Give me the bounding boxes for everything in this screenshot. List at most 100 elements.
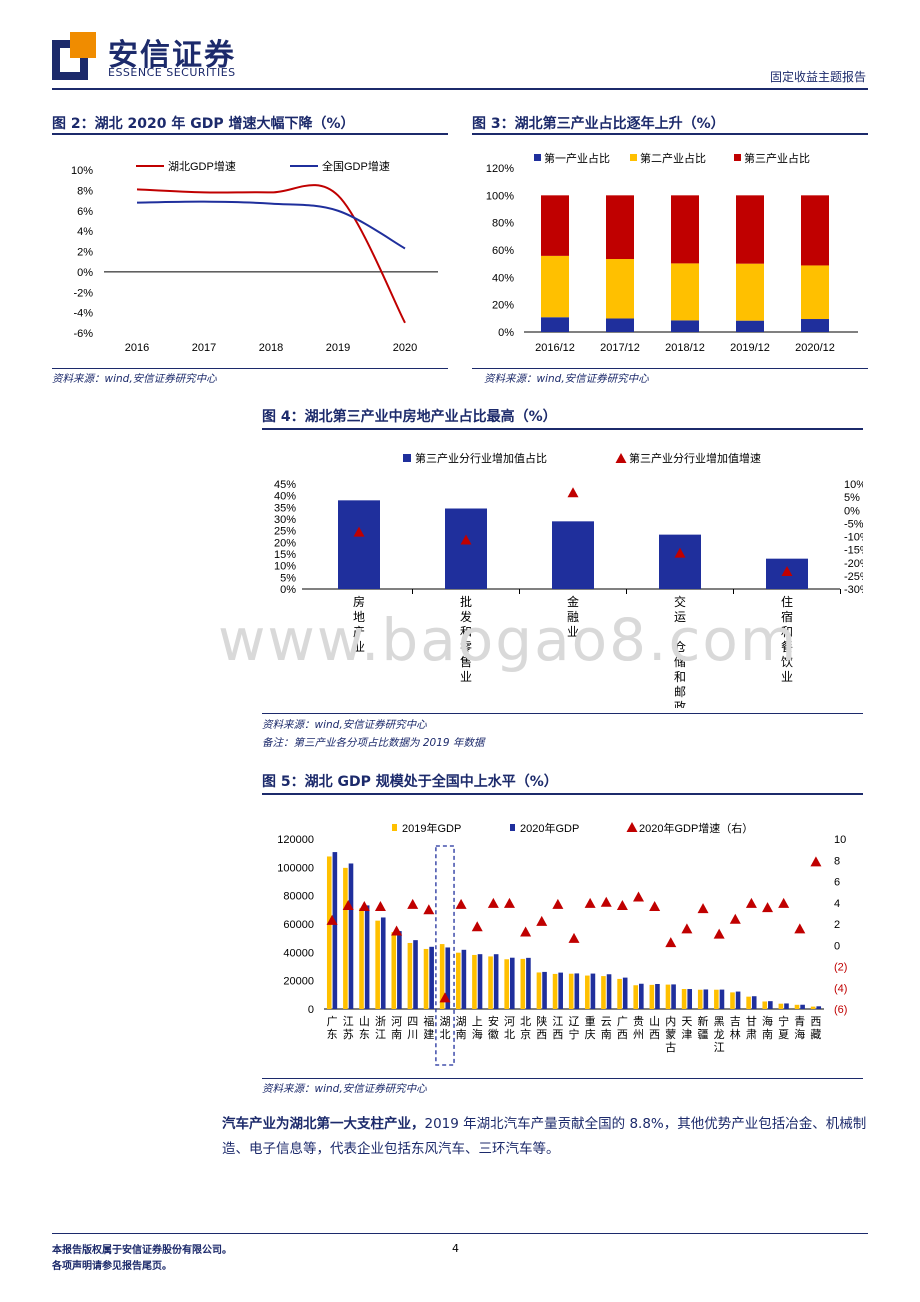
fig5-category-char: 安 bbox=[488, 1014, 499, 1028]
fig5-growth-marker bbox=[503, 897, 515, 908]
fig5-bar-2019 bbox=[375, 920, 380, 1009]
fig4-category-char: 饮 bbox=[781, 655, 793, 669]
fig5-category-char: 黑 bbox=[714, 1015, 725, 1028]
fig3-bar-segment bbox=[736, 320, 764, 332]
fig5-category-char: 青 bbox=[794, 1015, 805, 1028]
fig4-category-char: 业 bbox=[781, 670, 793, 684]
fig4-source-rule bbox=[262, 713, 863, 714]
fig4-legend-label: 第三产业分行业增加值占比 bbox=[415, 451, 547, 465]
fig5-bar-2020 bbox=[348, 863, 354, 1009]
fig5-category-char: 南 bbox=[456, 1028, 467, 1041]
fig2-ytick-label: 8% bbox=[77, 185, 93, 197]
fig5-legend-swatch-marker bbox=[626, 822, 638, 832]
fig5-category-char: 宁 bbox=[778, 1014, 789, 1028]
fig4-legend-label: 第三产业分行业增加值增速 bbox=[629, 451, 761, 465]
fig5-category-char: 吉 bbox=[730, 1015, 741, 1028]
fig2-ytick-label: -4% bbox=[73, 308, 93, 320]
fig5-left-tick-label: 40000 bbox=[283, 947, 314, 959]
fig4-category-char: 房 bbox=[353, 594, 365, 609]
fig4-category-char: 零 bbox=[460, 640, 472, 654]
fig4-note: 备注：第三产业各分项占比数据为 2019 年数据 bbox=[262, 737, 485, 749]
fig5-bar-2020 bbox=[380, 917, 386, 1009]
fig5-growth-marker bbox=[681, 923, 693, 934]
fig2-source: 资料来源：wind,安信证券研究中心 bbox=[52, 373, 217, 385]
fig5-category-char: 新 bbox=[698, 1014, 709, 1028]
fig5-growth-marker bbox=[745, 897, 757, 908]
fig2-line-chart: 10% 8% 6% 4% 2% 0% -2% -4% -6% 2016 2017 2018 2019 20… bbox=[71, 159, 438, 354]
fig5-category-char: 广 bbox=[327, 1015, 338, 1028]
fig5-growth-marker bbox=[568, 932, 580, 943]
fig5-right-tick-label: 4 bbox=[834, 898, 840, 910]
fig5-category-char: 山 bbox=[359, 1015, 370, 1028]
fig3-bar-segment bbox=[541, 255, 569, 318]
fig5-growth-marker bbox=[487, 897, 499, 908]
fig5-category-char: 宁 bbox=[569, 1027, 580, 1041]
fig5-category-char: 河 bbox=[391, 1015, 402, 1028]
fig2-legend-label: 全国GDP增速 bbox=[322, 159, 390, 173]
fig4-source: 资料来源：wind,安信证券研究中心 bbox=[262, 719, 427, 731]
fig4-bar bbox=[659, 534, 701, 589]
fig5-category-char: 建 bbox=[423, 1027, 434, 1041]
fig5-title-rule bbox=[262, 793, 863, 795]
fig4-legend-swatch-marker bbox=[615, 453, 627, 463]
fig5-category-char: 广 bbox=[617, 1015, 628, 1028]
fig4-left-tick-label: 45% bbox=[274, 479, 296, 491]
fig5-bar-2019 bbox=[439, 944, 445, 1009]
fig4-title-rule bbox=[262, 428, 863, 430]
fig4-right-tick-label: 5% bbox=[844, 492, 860, 504]
fig5-category-char: 京 bbox=[520, 1027, 531, 1041]
fig4-left-tick-label: 25% bbox=[274, 526, 296, 538]
fig5-bar-2020 bbox=[493, 954, 499, 1009]
footer-copyright: 本报告版权属于安信证券股份有限公司。 bbox=[52, 1245, 232, 1256]
fig5-category-char: 龙 bbox=[714, 1028, 725, 1041]
fig5-source: 资料来源：wind,安信证券研究中心 bbox=[262, 1083, 427, 1095]
fig5-category-char: 重 bbox=[585, 1014, 596, 1028]
fig5-growth-marker bbox=[810, 856, 822, 867]
fig5-bar-2020 bbox=[751, 996, 757, 1009]
fig5-bar-2020 bbox=[526, 957, 531, 1009]
fig4-category-char: 地 bbox=[353, 610, 365, 624]
fig5-bar-2020 bbox=[461, 949, 467, 1009]
fig5-category-char: 内 bbox=[665, 1014, 676, 1028]
fig4-left-tick-label: 35% bbox=[274, 502, 296, 514]
fig4-category-char: 交 bbox=[674, 594, 686, 609]
fig5-source-rule bbox=[262, 1078, 863, 1079]
fig5-category-char: 陕 bbox=[536, 1014, 547, 1028]
fig5-category-char: 湖 bbox=[456, 1015, 467, 1028]
fig5-category-char: 东 bbox=[327, 1028, 338, 1041]
fig2-ytick-label: 2% bbox=[77, 247, 93, 259]
fig3-source-rule bbox=[472, 368, 868, 369]
fig2-series-line-1 bbox=[136, 184, 406, 324]
fig5-category-char: 肃 bbox=[746, 1028, 757, 1041]
fig4-left-tick-label: 30% bbox=[274, 514, 296, 526]
fig5-category-char: 江 bbox=[714, 1041, 725, 1054]
fig5-bar-2020 bbox=[622, 977, 628, 1009]
fig3-bar-segment bbox=[606, 318, 634, 332]
fig5-left-tick-label: 0 bbox=[308, 1004, 314, 1016]
fig4-legend-swatch-bar bbox=[403, 454, 411, 462]
company-logo-icon bbox=[52, 32, 96, 80]
fig5-category-char: 南 bbox=[391, 1028, 402, 1041]
fig5-bar-2019 bbox=[536, 972, 542, 1009]
header-rule bbox=[52, 88, 868, 90]
fig5-legend-label: 2020年GDP bbox=[520, 821, 579, 835]
fig5-bar-2019 bbox=[455, 952, 461, 1009]
fig5-category-char: 江 bbox=[375, 1028, 386, 1041]
fig4-bar bbox=[338, 500, 380, 589]
fig3-stacked-bar-chart: 120% 100% 80% 60% 40% 20% 0% 2016/12 2017/12 2018… bbox=[486, 151, 858, 354]
fig5-bar-2020 bbox=[574, 973, 580, 1009]
fig5-category-char: 江 bbox=[343, 1015, 354, 1028]
fig5-bar-2020 bbox=[413, 940, 418, 1009]
fig5-bar-2020 bbox=[509, 957, 515, 1009]
fig5-category-char: 海 bbox=[472, 1027, 483, 1041]
report-type: 固定收益主题报告 bbox=[769, 70, 866, 84]
fig5-category-char: 海 bbox=[794, 1027, 805, 1041]
fig3-bar-segment bbox=[736, 195, 764, 264]
watermark: www.baogao8.com bbox=[218, 606, 799, 674]
fig5-category-char: 苏 bbox=[343, 1028, 354, 1041]
fig5-bar-2019 bbox=[359, 908, 364, 1009]
fig5-growth-marker bbox=[616, 899, 628, 910]
fig4-category-char: 业 bbox=[567, 625, 579, 639]
fig4-category-char: 餐 bbox=[781, 639, 793, 654]
company-name-cn: 安信证券 bbox=[108, 38, 236, 73]
